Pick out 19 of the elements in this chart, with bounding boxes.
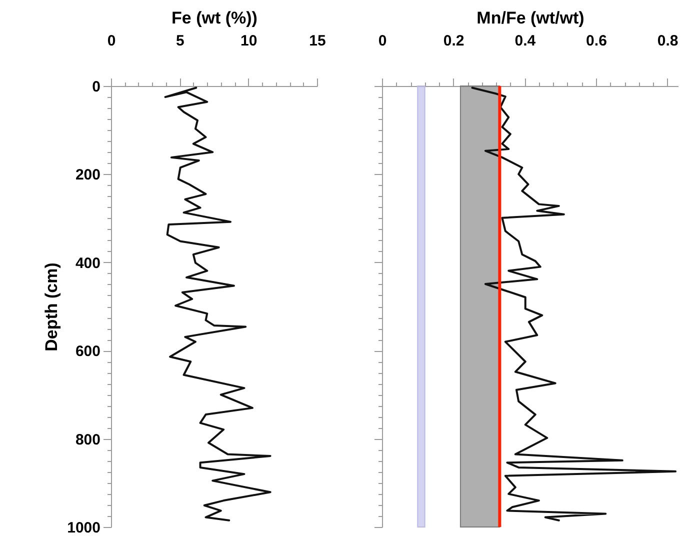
x-axis-title: Mn/Fe (wt/wt) [476,8,584,28]
y-tick-label: 0 [92,78,100,96]
y-tick-label: 800 [75,431,100,448]
x-tick-label: 15 [309,32,326,50]
x-tick-label: 0 [378,32,387,50]
y-tick-label: 1000 [67,520,100,536]
x-tick-label: 0.2 [443,32,464,50]
line-series [164,86,272,522]
x-tick-label: 0.6 [586,32,607,50]
y-axis-title: Depth (cm) [42,262,62,352]
x-axis-title: Fe (wt (%)) [172,8,258,28]
y-tick-label: 400 [75,254,100,272]
x-tick-label: 5 [176,32,184,50]
x-tick-label: 0.4 [514,32,536,50]
y-tick-label: 600 [75,343,100,360]
y-tick-label: 200 [75,166,100,184]
x-tick-label: 0.8 [657,32,678,50]
x-tick-label: 10 [240,32,258,50]
x-tick-label: 0 [107,32,116,50]
